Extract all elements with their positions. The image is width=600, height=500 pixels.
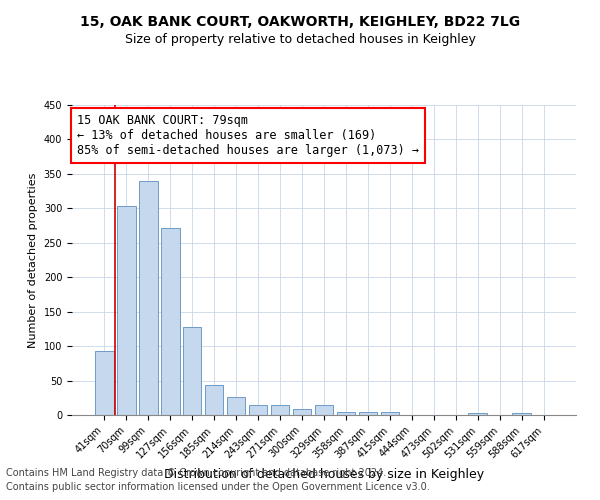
Y-axis label: Number of detached properties: Number of detached properties <box>28 172 38 348</box>
Bar <box>359 412 377 415</box>
Bar <box>337 412 355 415</box>
Bar <box>293 410 311 415</box>
Bar <box>249 404 268 415</box>
Text: 15, OAK BANK COURT, OAKWORTH, KEIGHLEY, BD22 7LG: 15, OAK BANK COURT, OAKWORTH, KEIGHLEY, … <box>80 15 520 29</box>
Bar <box>139 181 158 415</box>
Text: 15 OAK BANK COURT: 79sqm
← 13% of detached houses are smaller (169)
85% of semi-: 15 OAK BANK COURT: 79sqm ← 13% of detach… <box>77 114 419 158</box>
Bar <box>95 351 113 415</box>
Bar <box>227 397 245 415</box>
X-axis label: Distribution of detached houses by size in Keighley: Distribution of detached houses by size … <box>164 468 484 481</box>
Text: Contains HM Land Registry data © Crown copyright and database right 2024.: Contains HM Land Registry data © Crown c… <box>6 468 386 477</box>
Bar <box>117 206 136 415</box>
Bar <box>314 404 334 415</box>
Bar <box>512 413 531 415</box>
Bar <box>271 404 289 415</box>
Bar <box>205 386 223 415</box>
Bar <box>380 412 399 415</box>
Bar <box>469 413 487 415</box>
Bar <box>183 327 202 415</box>
Bar <box>161 228 179 415</box>
Text: Contains public sector information licensed under the Open Government Licence v3: Contains public sector information licen… <box>6 482 430 492</box>
Text: Size of property relative to detached houses in Keighley: Size of property relative to detached ho… <box>125 32 475 46</box>
